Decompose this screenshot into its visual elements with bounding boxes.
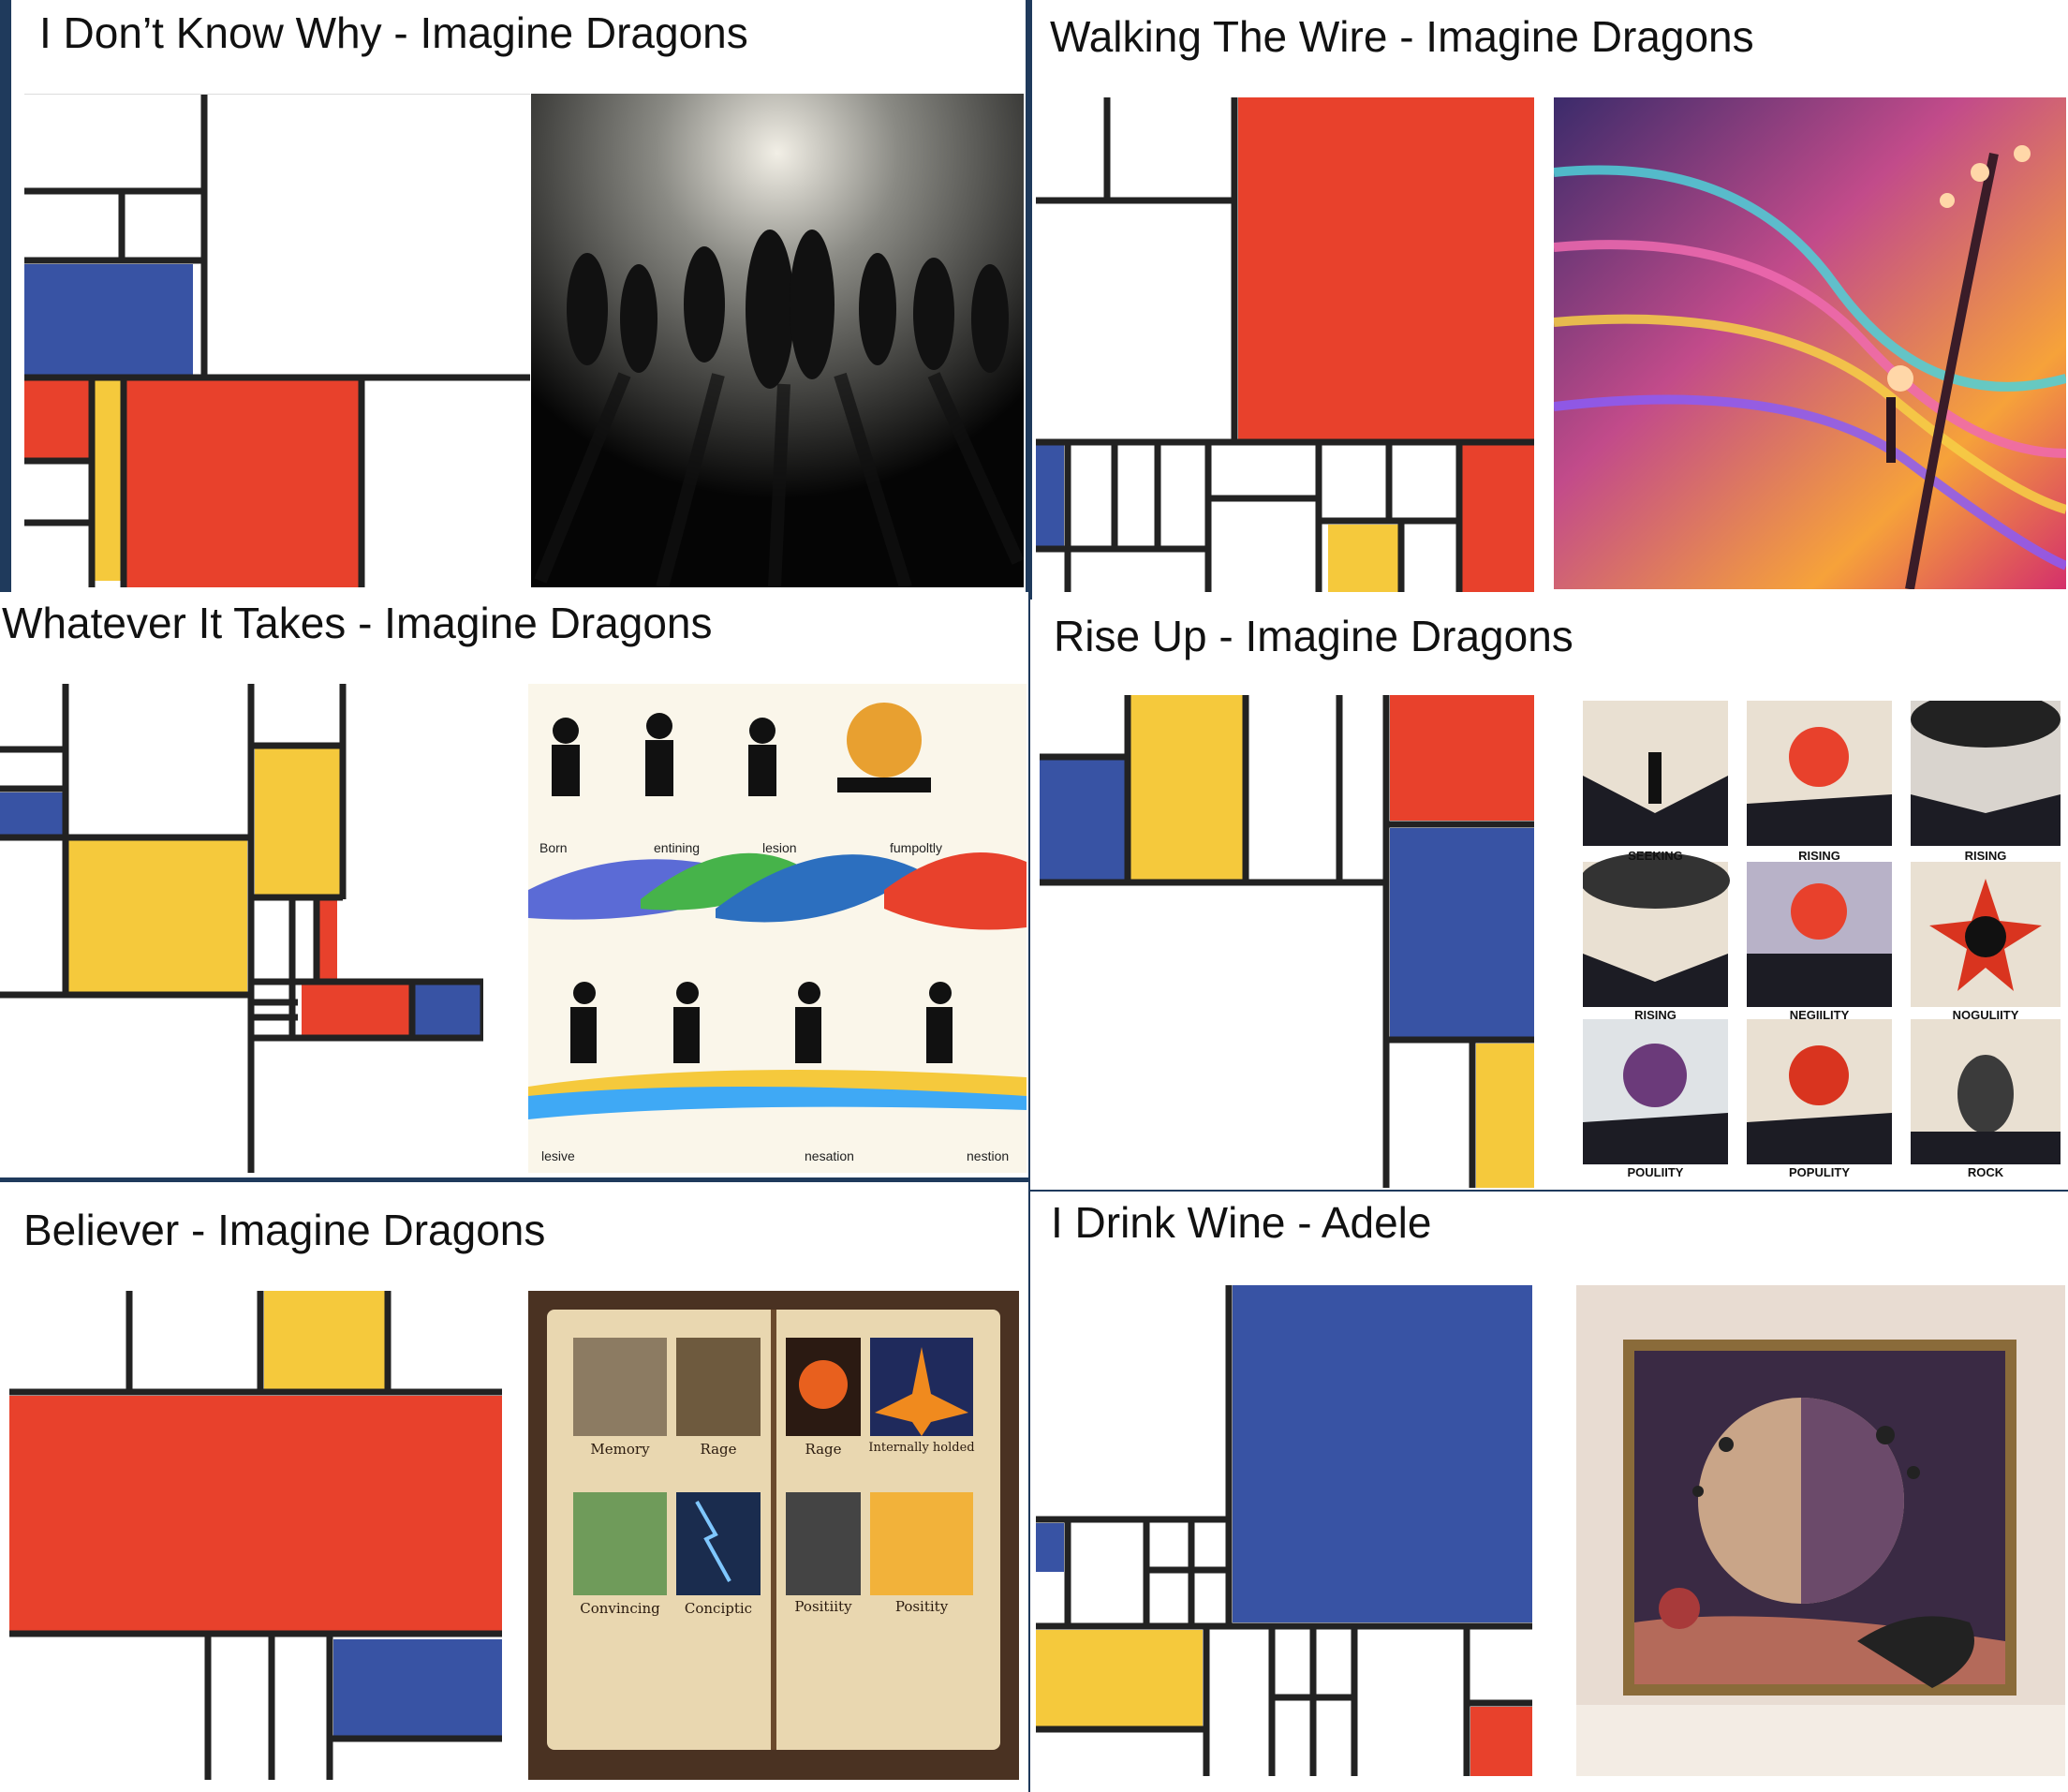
- tile-label-9: ROCK: [1967, 1165, 2004, 1179]
- panel-walking-the-wire: Walking The Wire - Imagine Dragons: [1032, 0, 2068, 600]
- panel-title: Walking The Wire - Imagine Dragons: [1050, 12, 1754, 61]
- panel-whatever-it-takes: Whatever It Takes - Imagine Dragons: [0, 592, 1028, 1177]
- mondrian-composition: [1036, 97, 1534, 592]
- panel-rise-up: Rise Up - Imagine Dragons: [1030, 600, 2068, 1190]
- tile-grid-illustration: SEEKING RISING RISING RISING NEGIILITY N…: [1583, 701, 2061, 1180]
- tile-label-4: RISING: [1634, 1008, 1677, 1022]
- panel-title: I Don’t Know Why - Imagine Dragons: [39, 8, 748, 57]
- mondrian-composition: [0, 684, 483, 1173]
- page-caption-conciptic: Conciptic: [684, 1600, 753, 1617]
- page-caption-rage-1: Rage: [700, 1441, 737, 1458]
- mondrian-composition: [1040, 695, 1534, 1188]
- framed-planet-illustration: [1576, 1285, 2065, 1776]
- caption-lesive: lesive: [541, 1148, 575, 1163]
- caption-entining: entining: [654, 840, 701, 855]
- open-book-illustration: Memory Rage Rage Internally holded Convi…: [528, 1291, 1019, 1780]
- tile-label-1: SEEKING: [1628, 849, 1683, 863]
- page-caption-memory: Memory: [590, 1441, 650, 1458]
- panel-title: Believer - Imagine Dragons: [23, 1206, 546, 1254]
- tile-label-3: RISING: [1964, 849, 2007, 863]
- panel-i-drink-wine: I Drink Wine - Adele: [1030, 1192, 2068, 1792]
- page-caption-rage-2: Rage: [805, 1441, 842, 1458]
- caption-born: Born: [539, 840, 568, 855]
- panel-title: I Drink Wine - Adele: [1051, 1198, 1432, 1247]
- page-caption-convincing: Convincing: [580, 1600, 660, 1617]
- mondrian-composition: [9, 1291, 502, 1780]
- page-caption-positiity: Positiity: [794, 1598, 852, 1615]
- running-figures-illustration: Born entining lesion fumpoltly lesive ne…: [528, 684, 1027, 1173]
- tile-label-8: POPULITY: [1788, 1165, 1850, 1179]
- tile-label-6: NOGULIITY: [1952, 1008, 2019, 1022]
- caption-lesion: lesion: [762, 840, 797, 855]
- panel-title: Whatever It Takes - Imagine Dragons: [2, 599, 713, 647]
- mondrian-composition: [24, 94, 530, 587]
- caption-nestion: nestion: [967, 1148, 1010, 1163]
- panel-title: Rise Up - Imagine Dragons: [1054, 612, 1573, 660]
- page-caption-internally-holded: Internally holded: [868, 1441, 975, 1455]
- panel-i-dont-know-why: I Don’t Know Why - Imagine Dragons: [11, 0, 1026, 592]
- caption-nesation: nesation: [805, 1148, 854, 1163]
- caption-fumpoltly: fumpoltly: [890, 840, 943, 855]
- tile-label-2: RISING: [1798, 849, 1840, 863]
- panel-believer: Believer - Imagine Dragons: [0, 1182, 1028, 1792]
- dancing-silhouettes-illustration: [531, 94, 1024, 587]
- page-caption-positity: Positity: [894, 1598, 949, 1615]
- hearts-tree-illustration: [1554, 97, 2066, 589]
- tile-label-7: POULIITY: [1627, 1165, 1684, 1179]
- tile-label-5: NEGIILITY: [1789, 1008, 1850, 1022]
- mondrian-composition: [1036, 1285, 1532, 1776]
